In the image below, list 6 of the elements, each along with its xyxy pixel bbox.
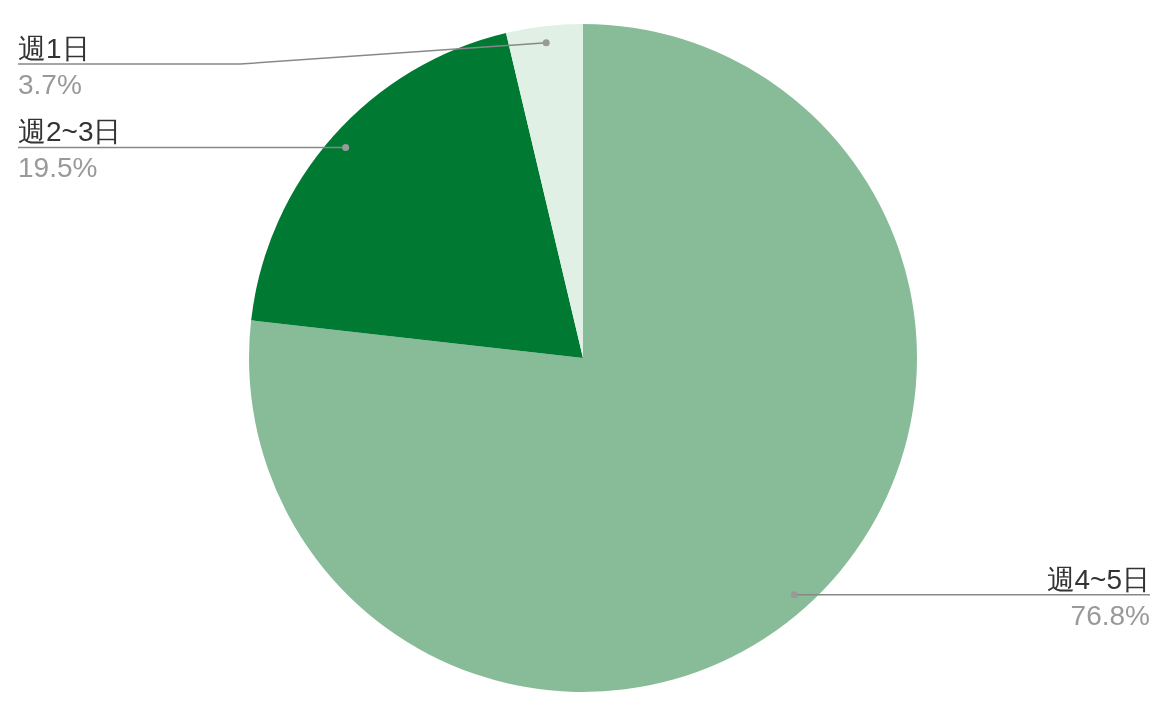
slice-label: 週2~3日	[18, 116, 122, 148]
slice-label: 週4~5日	[1046, 563, 1150, 595]
data-label: 76.8%	[1070, 599, 1150, 631]
slice-label: 週1日	[18, 33, 90, 64]
data-label: 3.7%	[18, 69, 82, 100]
data-label: 19.5%	[18, 152, 98, 184]
